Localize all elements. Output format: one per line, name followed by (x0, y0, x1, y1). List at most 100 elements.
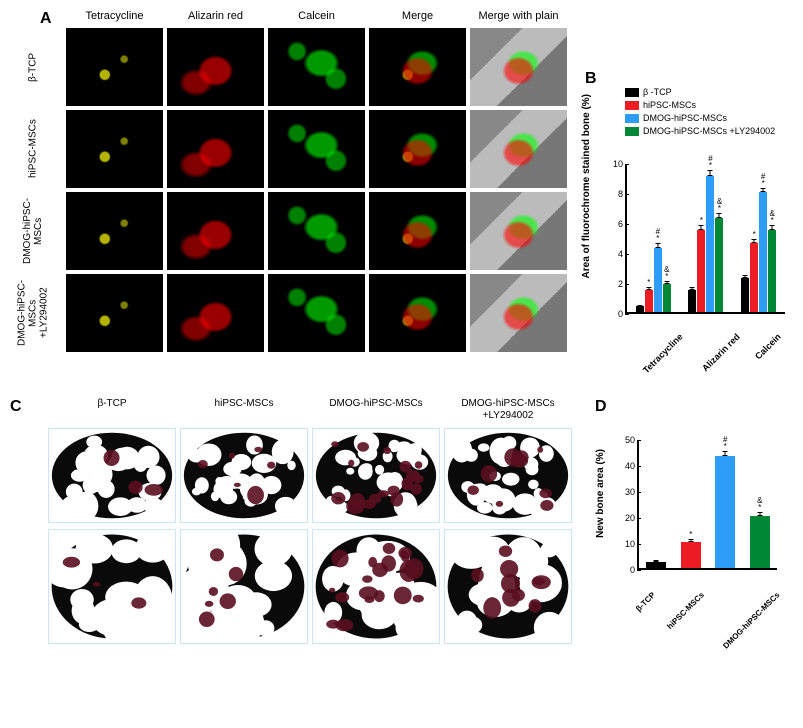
y-tick: 8 (618, 189, 623, 199)
histology-tile (180, 428, 308, 523)
panel-d: D New bone area (%) 01020304050 *#*&* β-… (595, 398, 795, 648)
y-tick: 6 (618, 219, 623, 229)
panel-d-letter: D (595, 398, 607, 416)
bar: #* (759, 192, 767, 312)
y-tick: 10 (625, 539, 635, 549)
x-tick-label: DMOG-hiPSC-MSCs (721, 590, 803, 697)
bar-group: *#*&* (636, 248, 671, 313)
error-bar (763, 188, 764, 193)
legend-text: hiPSC-MSCs (643, 99, 696, 112)
histology-tile (312, 428, 440, 523)
bar: * (697, 230, 705, 313)
bar: * (681, 542, 701, 568)
bar (688, 290, 696, 313)
legend-swatch (625, 114, 639, 123)
micrograph-cell (369, 192, 466, 270)
legend-item: β -TCP (625, 86, 775, 99)
sig-annotation: #* (761, 173, 765, 187)
micrograph-cell (66, 28, 163, 106)
panel-c-letter: C (10, 398, 22, 416)
y-tick: 0 (618, 309, 623, 319)
y-tick: 2 (618, 279, 623, 289)
sig-annotation: * (700, 217, 703, 224)
sig-annotation: &* (769, 210, 774, 224)
bar (646, 562, 666, 569)
error-bar (692, 287, 693, 290)
histology-tile (48, 428, 176, 523)
panel-b-letter: B (585, 70, 597, 88)
micrograph-cell (167, 192, 264, 270)
panel-b-legend: β -TCP hiPSC-MSCs DMOG-hiPSC-MSCs DMOG-h… (625, 86, 775, 138)
histology-tile (180, 529, 308, 644)
c-header: DMOG-hiPSC-MSCs (312, 398, 440, 422)
micrograph-cell (369, 274, 466, 352)
row-label-dmog-ly: DMOG-hiPSC-MSCs +LY294002 (8, 274, 58, 352)
bar: * (750, 243, 758, 312)
c-header: DMOG-hiPSC-MSCs +LY294002 (444, 398, 572, 422)
row-label-btcp: β-TCP (8, 28, 58, 106)
sig-annotation: * (689, 531, 692, 538)
row-label-hipsc: hiPSC-MSCs (8, 110, 58, 188)
bar-group: *#*&* (741, 192, 776, 312)
micrograph-cell (167, 28, 264, 106)
micrograph-cell (369, 110, 466, 188)
bar (636, 306, 644, 312)
x-tick-label: Alizarin red (701, 332, 772, 403)
legend-text: DMOG-hiPSC-MSCs +LY294002 (643, 125, 775, 138)
bar: #* (715, 456, 735, 568)
panel-a-column-headers: Tetracycline Alizarin red Calcein Merge … (66, 10, 567, 22)
c-header: β-TCP (48, 398, 176, 422)
legend-text: DMOG-hiPSC-MSCs (643, 112, 727, 125)
panel-d-yaxis: 01020304050 (617, 440, 635, 570)
error-bar (666, 281, 667, 284)
col-header-calcein: Calcein (268, 10, 365, 22)
error-bar (772, 225, 773, 230)
micrograph-cell (268, 28, 365, 106)
legend-swatch (625, 101, 639, 110)
error-bar (759, 512, 760, 516)
sig-annotation: &* (717, 198, 722, 212)
panel-b-xlabels: TetracyclineAlizarin redCalcein (625, 316, 785, 368)
error-bar (701, 225, 702, 230)
panel-c-grid (48, 428, 572, 644)
error-bar (710, 170, 711, 176)
y-tick: 4 (618, 249, 623, 259)
y-tick: 30 (625, 487, 635, 497)
error-bar (690, 539, 691, 542)
micrograph-cell (470, 28, 567, 106)
x-tick-label: Calcein (754, 332, 803, 391)
col-header-merge-plain: Merge with plain (470, 10, 567, 22)
legend-text: β -TCP (643, 86, 672, 99)
sig-annotation: &* (757, 497, 762, 511)
micrograph-cell (369, 28, 466, 106)
bar (741, 278, 749, 313)
histology-tile (444, 529, 572, 644)
legend-swatch (625, 127, 639, 136)
y-tick: 20 (625, 513, 635, 523)
micrograph-cell (470, 274, 567, 352)
histology-tile (48, 529, 176, 644)
col-header-tetracycline: Tetracycline (66, 10, 163, 22)
bar: #* (654, 248, 662, 313)
panel-a-row-labels: β-TCP hiPSC-MSCs DMOG-hiPSC-MSCs DMOG-hi… (8, 28, 58, 352)
col-header-alizarin: Alizarin red (167, 10, 264, 22)
legend-swatch (625, 88, 639, 97)
error-bar (725, 451, 726, 456)
panel-d-bars: * #* &* (639, 440, 777, 568)
error-bar (719, 213, 720, 218)
sig-annotation: #* (723, 436, 727, 450)
bar: &* (750, 516, 770, 568)
error-bar (657, 243, 658, 248)
histology-tile (312, 529, 440, 644)
c-header: hiPSC-MSCs (180, 398, 308, 422)
panel-b-ylabel: Area of fluorochrome stained bone (%) (581, 94, 599, 278)
bar: #* (706, 176, 714, 313)
col-header-merge: Merge (369, 10, 466, 22)
sig-annotation: &* (664, 266, 669, 280)
bar: * (645, 290, 653, 313)
y-tick: 50 (625, 435, 635, 445)
error-bar (754, 239, 755, 244)
panel-b-bar-groups: *#*&**#*&**#*&* (627, 164, 785, 312)
micrograph-cell (66, 274, 163, 352)
error-bar (648, 287, 649, 290)
